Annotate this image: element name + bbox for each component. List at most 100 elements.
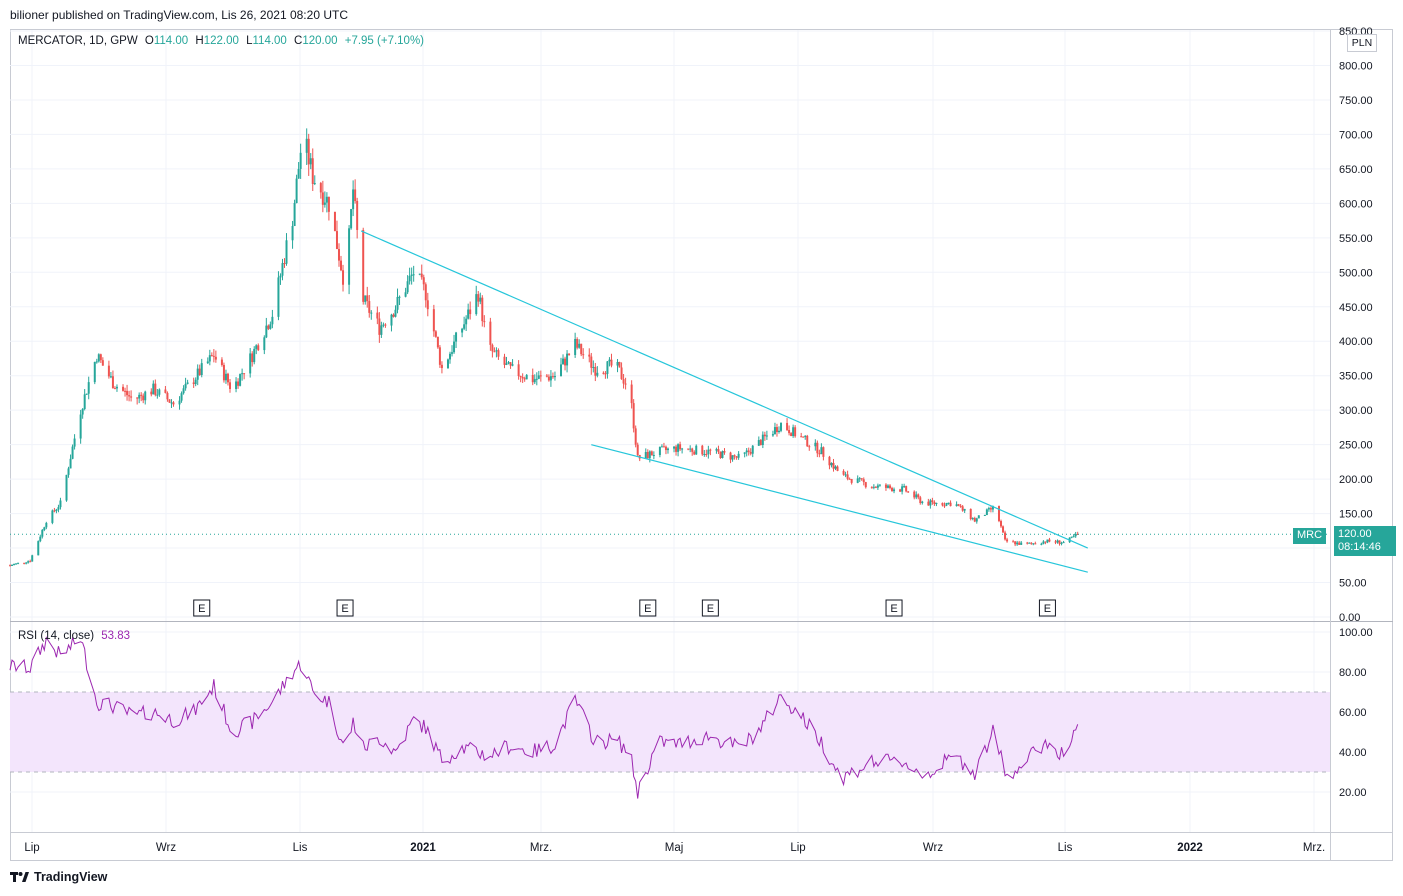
candle-body	[1048, 539, 1051, 542]
candle-body	[394, 309, 397, 317]
candle-body	[689, 448, 692, 450]
candle-body	[239, 374, 242, 386]
candle-body	[495, 350, 498, 352]
earnings-marker[interactable]: E	[701, 599, 719, 617]
candle-body	[743, 452, 746, 454]
close-value: 120.00	[302, 35, 338, 47]
candle-body	[773, 427, 776, 435]
candle-body	[434, 331, 437, 337]
candle-body	[889, 485, 891, 489]
candle-body	[9, 565, 11, 567]
candle-body	[192, 382, 195, 385]
candle-body	[596, 372, 599, 376]
trendline-lower	[591, 444, 1088, 573]
candle-body	[856, 478, 859, 483]
candle-body	[1058, 540, 1061, 544]
candle-body	[1028, 542, 1031, 544]
time-tick-label: Lip	[24, 842, 39, 854]
candle-body	[1002, 526, 1005, 533]
candle-body	[630, 384, 633, 404]
candle-body	[111, 376, 114, 389]
earnings-marker[interactable]: E	[193, 599, 211, 617]
rsi-tick-label: 20.00	[1339, 787, 1367, 799]
candle-body	[511, 364, 514, 366]
candle-body	[410, 274, 413, 276]
time-tick-label: 2022	[1177, 842, 1203, 854]
candle-body	[380, 325, 383, 335]
candle-body	[25, 562, 28, 564]
candle-body	[1072, 536, 1075, 538]
candle-body	[235, 381, 238, 390]
candle-body	[945, 502, 948, 506]
candle-body	[564, 358, 567, 366]
candle-body	[545, 375, 548, 377]
candle-body	[891, 488, 894, 492]
candle-body	[93, 362, 96, 383]
candle-body	[701, 445, 704, 455]
candle-body	[126, 390, 129, 396]
candle-body	[370, 312, 373, 314]
high-label: H122.00	[195, 35, 239, 47]
candle-body	[582, 354, 585, 356]
candle-body	[229, 382, 231, 390]
candle-body	[184, 383, 187, 389]
candle-body	[622, 379, 625, 384]
candle-body	[624, 383, 627, 385]
ticker-badge: MRC	[1293, 528, 1327, 544]
candle-body	[57, 507, 60, 510]
candle-body	[467, 309, 470, 319]
candle-body	[340, 260, 343, 271]
candle-body	[321, 192, 324, 205]
earnings-marker[interactable]: E	[1038, 599, 1056, 617]
candle-body	[115, 386, 118, 389]
candle-body	[703, 453, 706, 455]
candle-body	[477, 294, 480, 302]
candle-body	[376, 312, 379, 319]
candle-body	[210, 355, 213, 357]
candle-body	[927, 501, 930, 506]
candle-body	[309, 158, 312, 165]
candle-body	[483, 321, 486, 323]
earnings-marker[interactable]: E	[885, 599, 903, 617]
candle-body	[297, 168, 300, 179]
price-tick-label: 150.00	[1339, 509, 1373, 521]
candle-body	[97, 354, 100, 362]
candle-body	[243, 373, 246, 375]
candle-body	[164, 389, 167, 393]
candle-body	[144, 391, 147, 401]
candle-body	[832, 462, 835, 469]
currency-badge[interactable]: PLN	[1347, 34, 1377, 52]
candle-body	[67, 468, 70, 475]
earnings-marker[interactable]: E	[336, 599, 354, 617]
candle-body	[531, 374, 534, 383]
candle-body	[729, 452, 732, 460]
candle-body	[140, 394, 143, 396]
candle-body	[198, 368, 201, 375]
candle-body	[206, 361, 209, 364]
candle-body	[943, 505, 946, 507]
earnings-marker[interactable]: E	[639, 599, 657, 617]
candle-body	[491, 344, 494, 352]
candle-body	[870, 487, 873, 489]
candle-body	[212, 355, 215, 357]
candle-body	[1006, 539, 1009, 542]
time-tick-label: Lip	[790, 842, 805, 854]
candle-body	[519, 375, 522, 377]
candle-body	[949, 502, 952, 507]
candle-body	[55, 509, 58, 511]
candle-body	[366, 295, 369, 302]
brand-footer[interactable]: TradingView	[10, 870, 107, 884]
candle-body	[517, 364, 520, 376]
candle-body	[449, 353, 451, 360]
candle-body	[182, 388, 185, 394]
price-tick-label: 650.00	[1339, 164, 1373, 176]
candle-body	[168, 399, 171, 403]
last-price-value: 120.00	[1338, 528, 1372, 540]
candle-body	[180, 393, 183, 401]
candle-body	[489, 321, 492, 345]
candle-body	[901, 486, 904, 492]
candle-body	[858, 478, 861, 480]
rsi-series	[9, 636, 1079, 799]
candle-body	[255, 345, 258, 349]
